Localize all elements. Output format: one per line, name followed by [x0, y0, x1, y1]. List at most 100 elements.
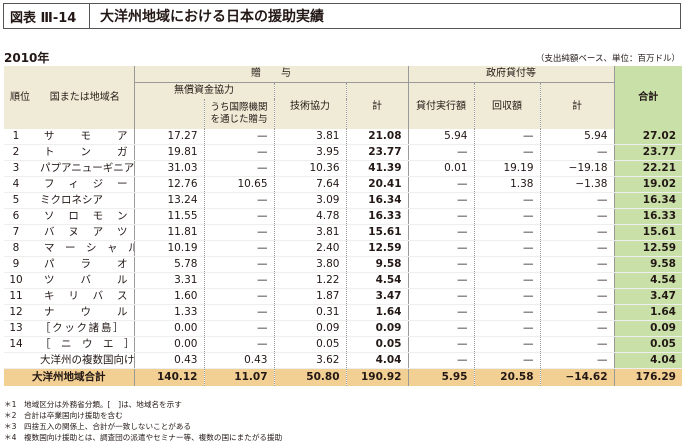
total-cell: 9.58 — [613, 256, 682, 273]
via-intl-cell: — — [203, 160, 274, 177]
total-cell: 1.64 — [613, 304, 682, 321]
grant-sum-cell: 9.58 — [345, 256, 408, 273]
header-total: 合計 — [613, 66, 682, 129]
total-cell: 22.21 — [613, 160, 682, 177]
via-intl-cell: — — [203, 208, 274, 225]
grant-sum-cell: 0.09 — [345, 320, 408, 337]
via-intl-cell: — — [203, 129, 274, 145]
rank-cell — [4, 352, 36, 369]
tech-cell: 3.09 — [273, 192, 346, 209]
tech-cell: 2.40 — [273, 240, 346, 257]
country-cell: キ リ バ ス — [36, 288, 134, 305]
tech-cell: 0.05 — [273, 336, 346, 353]
recovered-cell: — — [473, 352, 540, 369]
disbursed-cell: — — [407, 144, 474, 161]
disbursed-cell: — — [407, 352, 474, 369]
rank-cell: 14 — [4, 336, 36, 353]
year-label: 2010年 — [4, 51, 50, 65]
total-cell: 16.34 — [613, 192, 682, 209]
grant-sum-cell: 15.61 — [345, 224, 408, 241]
country-cell: パプアニューギニア — [36, 160, 134, 177]
header-disbursed: 貸付実行額 — [407, 82, 474, 129]
header-country: 国または地域名 — [36, 66, 134, 129]
country-cell: マ ー シ ャ ル — [36, 240, 134, 257]
grant-sum-cell: 3.47 — [345, 288, 408, 305]
aid-table: 順位 国または地域名 贈 与 政府貸付等 合計 無償資金協力 技術協力 計 貸付… — [4, 66, 682, 386]
rank-cell: 6 — [4, 208, 36, 225]
grand-tech-cell: 50.80 — [273, 368, 346, 386]
loan-sum-cell: — — [539, 272, 614, 289]
grant-sum-cell: 41.39 — [345, 160, 408, 177]
tech-cell: 3.80 — [273, 256, 346, 273]
country-cell: ［ ニ ウ エ ］ — [36, 336, 134, 353]
grant-aid-cell: 1.33 — [133, 304, 204, 321]
rank-cell: 13 — [4, 320, 36, 337]
rank-cell: 4 — [4, 176, 36, 193]
disbursed-cell: — — [407, 256, 474, 273]
grant-sum-cell: 4.54 — [345, 272, 408, 289]
grant-sum-cell: 16.33 — [345, 208, 408, 225]
recovered-cell: — — [473, 192, 540, 209]
rank-cell: 12 — [4, 304, 36, 321]
rank-cell: 9 — [4, 256, 36, 273]
via-intl-cell: — — [203, 224, 274, 241]
country-cell: ト ン ガ — [36, 144, 134, 161]
table-row: 11 キ リ バ ス 1.60—1.87 3.47— — —3.47 — [4, 288, 682, 305]
total-cell: 4.04 — [613, 352, 682, 369]
grant-sum-cell: 16.34 — [345, 192, 408, 209]
grant-aid-cell: 0.00 — [133, 320, 204, 337]
loan-sum-cell: 5.94 — [539, 129, 614, 145]
rank-cell: 2 — [4, 144, 36, 161]
grand-loan-sum-cell: −14.62 — [539, 368, 614, 386]
via-intl-cell: — — [203, 320, 274, 337]
country-cell: フ ィ ジ ー — [36, 176, 134, 193]
loan-sum-cell: — — [539, 320, 614, 337]
recovered-cell: — — [473, 304, 540, 321]
loan-sum-cell: −1.38 — [539, 176, 614, 193]
recovered-cell: — — [473, 129, 540, 145]
grant-sum-cell: 4.04 — [345, 352, 408, 369]
grant-aid-cell: 1.60 — [133, 288, 204, 305]
disbursed-cell: — — [407, 320, 474, 337]
table-row: 13 ［クック諸島］ 0.00—0.09 0.09— — —0.09 — [4, 320, 682, 337]
recovered-cell: 19.19 — [473, 160, 540, 177]
rank-cell: 10 — [4, 272, 36, 289]
recovered-cell: — — [473, 240, 540, 257]
total-cell: 0.05 — [613, 336, 682, 353]
tech-cell: 1.22 — [273, 272, 346, 289]
via-intl-cell: — — [203, 304, 274, 321]
tech-cell: 7.64 — [273, 176, 346, 193]
grant-sum-cell: 21.08 — [345, 129, 408, 145]
total-cell: 27.02 — [613, 129, 682, 145]
recovered-cell: — — [473, 144, 540, 161]
header-via-intl: うち国際機関を通じた贈与 — [203, 99, 274, 129]
via-intl-cell: — — [203, 192, 274, 209]
header-rank: 順位 — [4, 66, 36, 129]
grant-sum-cell: 23.77 — [345, 144, 408, 161]
total-cell: 3.47 — [613, 288, 682, 305]
disbursed-cell: — — [407, 192, 474, 209]
header-grant: 贈 与 — [133, 66, 408, 83]
grant-aid-cell: 0.43 — [133, 352, 204, 369]
via-intl-cell: — — [203, 336, 274, 353]
grant-aid-cell: 13.24 — [133, 192, 204, 209]
grand-grant-aid-cell: 140.12 — [133, 368, 204, 386]
total-cell: 16.33 — [613, 208, 682, 225]
grant-aid-cell: 19.81 — [133, 144, 204, 161]
total-cell: 19.02 — [613, 176, 682, 193]
rank-cell: 5 — [4, 192, 36, 209]
loan-sum-cell: — — [539, 304, 614, 321]
header-loan-sum: 計 — [539, 82, 614, 129]
rank-cell: 11 — [4, 288, 36, 305]
total-cell: 23.77 — [613, 144, 682, 161]
footnote-1: ＊1 地域区分は外務省分類。[ ]は、地域名を示す — [4, 400, 182, 409]
total-cell: 0.09 — [613, 320, 682, 337]
header-tech: 技術協力 — [273, 82, 346, 129]
loan-sum-cell: — — [539, 224, 614, 241]
grand-total-row: 大洋州地域合計 140.12 11.07 50.80 190.92 5.95 20.58 −1… — [4, 368, 682, 386]
